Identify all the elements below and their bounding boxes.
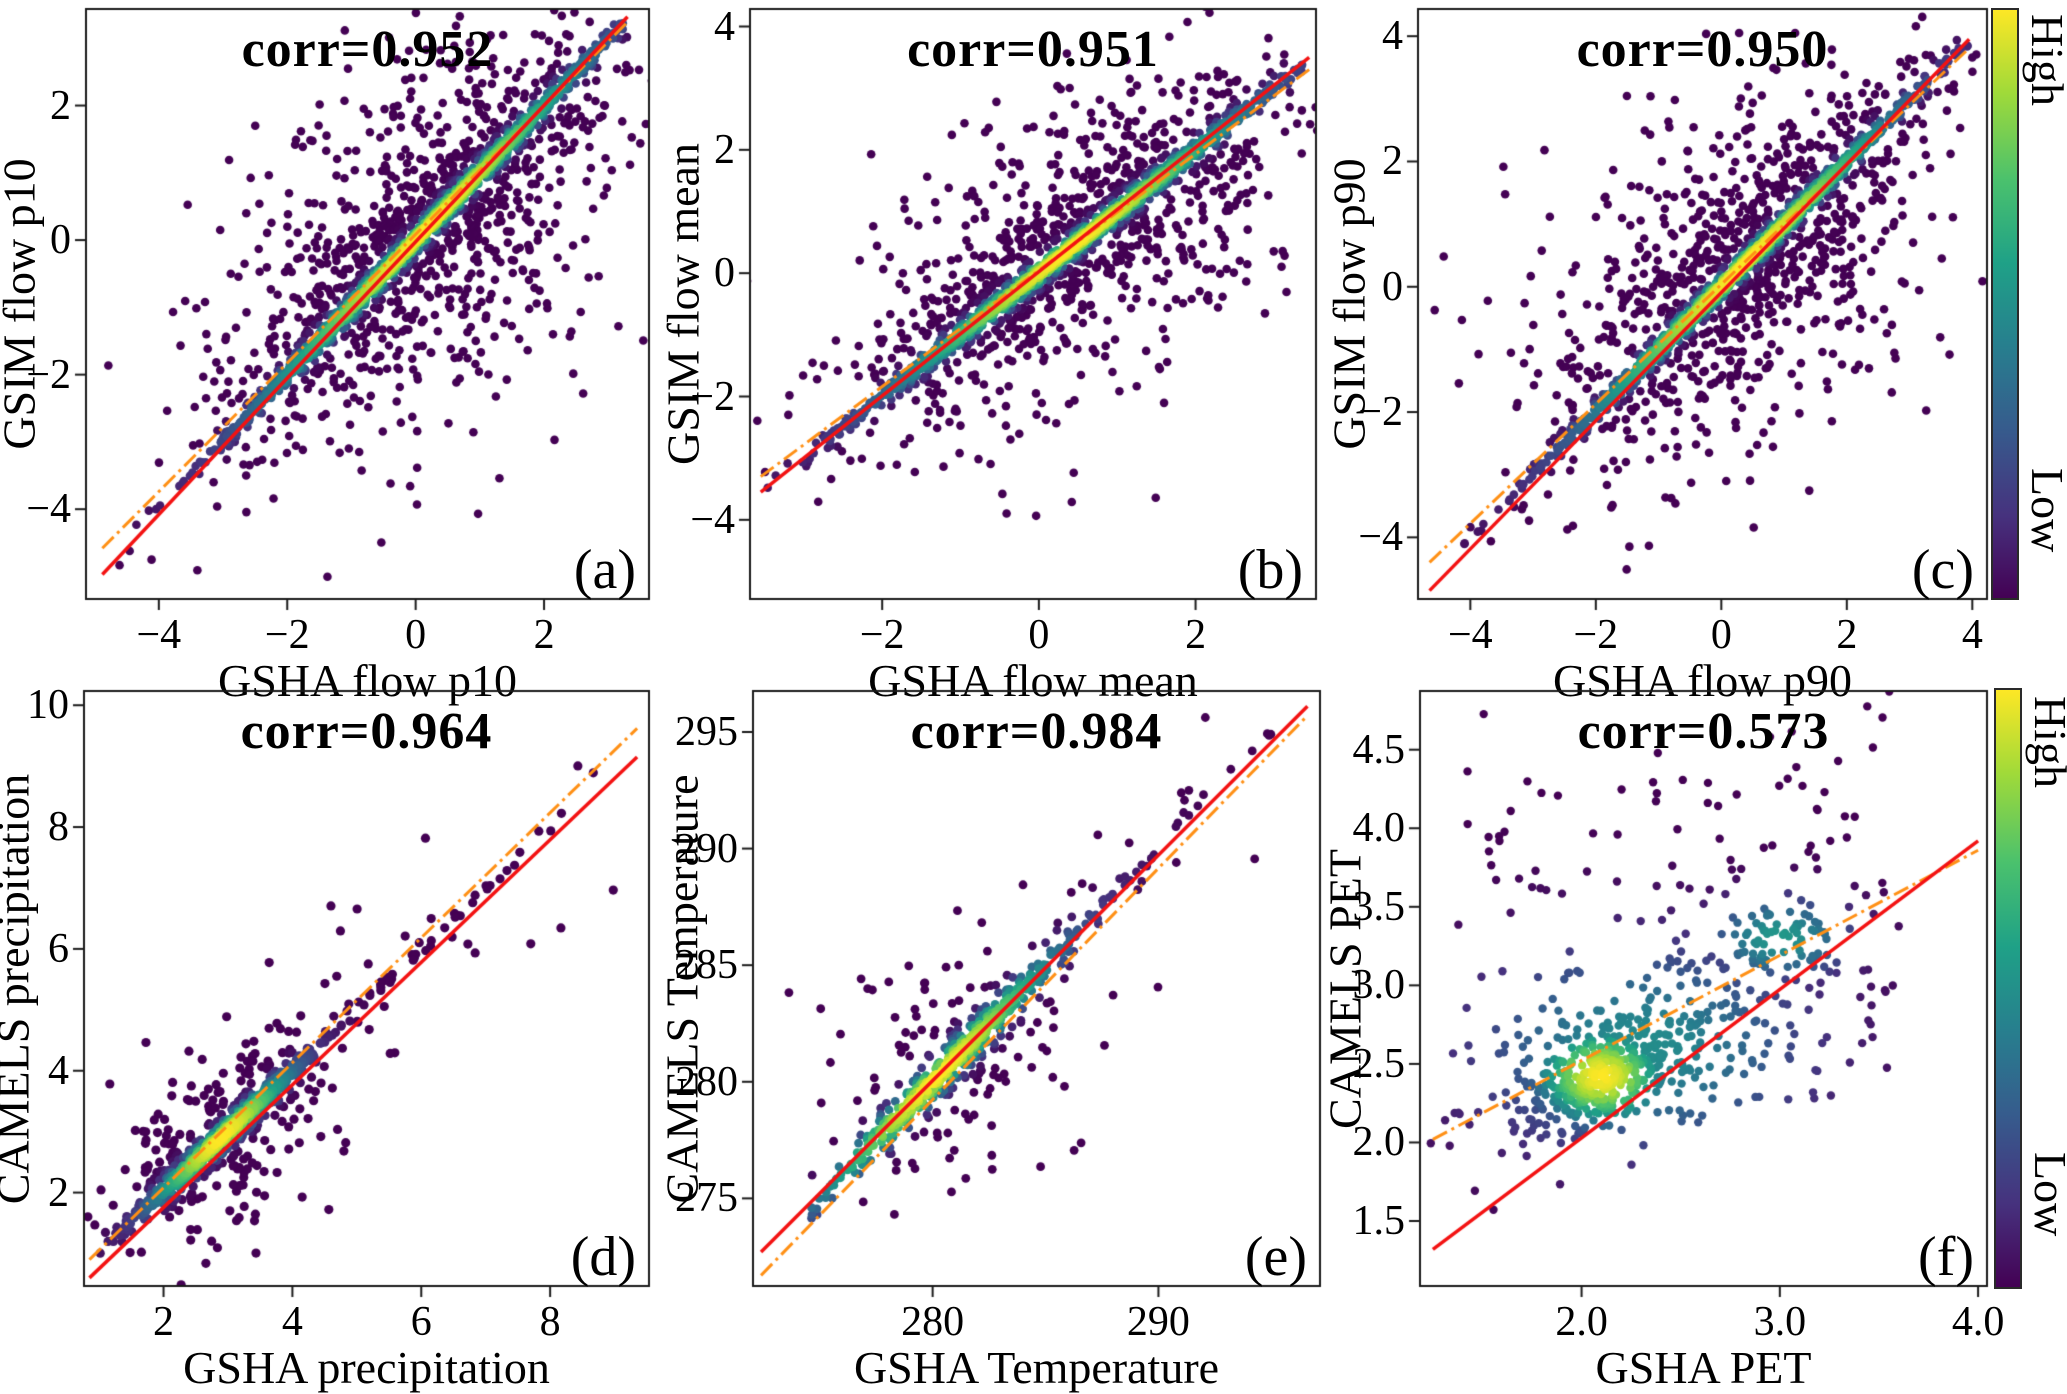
corr-title-a: corr=0.952 xyxy=(241,21,494,78)
x-tick-label: 290 xyxy=(1126,1299,1190,1345)
x-tick-label: 0 xyxy=(1028,612,1050,658)
x-tick-label: 2 xyxy=(1185,612,1207,658)
scatter-plot-canvas-f xyxy=(1389,660,2018,1317)
x-tick-label: −2 xyxy=(264,612,310,658)
scatter-plot-canvas-e xyxy=(722,660,1351,1317)
y-tick-label: −4 xyxy=(1358,514,1403,561)
corr-title-c: corr=0.950 xyxy=(1576,21,1829,78)
density-colorbar-top xyxy=(1991,8,2019,600)
y-tick-label: 2.5 xyxy=(1352,1040,1406,1087)
corr-title-f: corr=0.573 xyxy=(1577,703,1830,760)
corr-title-b: corr=0.951 xyxy=(907,21,1159,78)
y-tick-label: −4 xyxy=(690,496,735,543)
scatter-plot-canvas-c xyxy=(1387,0,2018,630)
y-tick-label: 285 xyxy=(675,942,738,989)
x-tick-label: 6 xyxy=(410,1299,432,1345)
x-tick-label: 4 xyxy=(281,1299,303,1345)
x-tick-label: −2 xyxy=(1573,612,1619,658)
x-tick-label: 0 xyxy=(405,612,427,658)
x-axis-label-e: GSHA Temperature xyxy=(853,1342,1220,1393)
y-tick-label: 3.0 xyxy=(1352,962,1406,1009)
density-colorbar-bottom xyxy=(1994,688,2022,1289)
y-tick-label: 10 xyxy=(27,682,69,729)
y-tick-label: 2 xyxy=(714,126,735,173)
x-tick-label: −2 xyxy=(859,612,905,658)
y-tick-label: 2 xyxy=(48,1169,69,1216)
panel-letter-f: (f) xyxy=(1918,1226,1974,1288)
y-axis-label-a: GSIM flow p10 xyxy=(0,158,45,450)
colorbar-high-label-bottom: High xyxy=(2025,696,2067,788)
x-tick-label: −4 xyxy=(1447,612,1493,658)
scatter-plot-canvas-a xyxy=(55,0,680,630)
x-tick-label: 2 xyxy=(1836,612,1858,658)
x-tick-label: 2 xyxy=(153,1299,175,1345)
x-tick-label: 280 xyxy=(901,1299,965,1345)
y-tick-label: 1.5 xyxy=(1352,1198,1406,1245)
corr-title-e: corr=0.984 xyxy=(910,703,1163,760)
x-tick-label: 8 xyxy=(539,1299,561,1345)
y-tick-label: 295 xyxy=(675,708,738,755)
y-tick-label: 2 xyxy=(1382,138,1403,185)
y-tick-label: 8 xyxy=(48,804,69,851)
scatter-panel-d: corr=0.964 (d) GSHA precipitation CAMELS… xyxy=(0,660,680,1393)
scatter-panel-e: corr=0.984 (e) GSHA Temperature CAMELS T… xyxy=(657,660,1351,1393)
x-tick-label: −4 xyxy=(136,612,182,658)
y-tick-label: 0 xyxy=(714,250,735,297)
y-tick-label: 275 xyxy=(675,1175,738,1222)
scatter-panel-b: corr=0.951 (b) GSHA flow mean GSIM flow … xyxy=(658,0,1347,706)
panel-letter-b: (b) xyxy=(1237,539,1303,601)
panel-letter-a: (a) xyxy=(573,539,636,601)
y-tick-label: 4 xyxy=(714,3,735,50)
panel-letter-d: (d) xyxy=(570,1226,636,1288)
scatter-plot-canvas-b xyxy=(719,0,1347,630)
scatter-panel-a: corr=0.952 (a) GSHA flow p10 GSIM flow p… xyxy=(0,0,680,706)
y-tick-label: 2.0 xyxy=(1352,1119,1406,1166)
panel-letter-c: (c) xyxy=(1911,539,1974,601)
y-tick-label: 2 xyxy=(50,82,71,129)
y-tick-label: −2 xyxy=(690,373,735,420)
y-tick-label: 0 xyxy=(1382,263,1403,310)
y-tick-label: 280 xyxy=(675,1058,738,1105)
x-tick-label: 2.0 xyxy=(1555,1299,1608,1345)
y-axis-label-d: CAMELS precipitation xyxy=(0,773,39,1204)
colorbar-low-label-top: Low xyxy=(2022,468,2067,553)
x-axis-label-d: GSHA precipitation xyxy=(183,1342,550,1393)
corr-title-d: corr=0.964 xyxy=(240,703,493,760)
y-tick-label: −2 xyxy=(26,351,71,398)
panel-letter-e: (e) xyxy=(1244,1226,1307,1288)
y-tick-label: 0 xyxy=(50,217,71,264)
y-tick-label: 4 xyxy=(48,1047,69,1094)
x-tick-label: 2 xyxy=(533,612,555,658)
y-tick-label: 290 xyxy=(675,825,738,872)
y-tick-label: 3.5 xyxy=(1352,883,1406,930)
y-tick-label: 4 xyxy=(1382,13,1403,60)
scatter-panel-f: corr=0.573 (f) GSHA PET CAMELS PET 2.0 3.… xyxy=(1320,660,2018,1393)
y-tick-label: 4.0 xyxy=(1352,805,1406,852)
x-tick-label: 0 xyxy=(1710,612,1732,658)
y-tick-label: −4 xyxy=(26,486,71,533)
scatter-plot-canvas-d xyxy=(53,660,680,1317)
x-tick-label: 3.0 xyxy=(1753,1299,1807,1345)
x-axis-label-f: GSHA PET xyxy=(1595,1342,1812,1393)
colorbar-high-label-top: High xyxy=(2022,14,2067,106)
y-tick-label: 4.5 xyxy=(1352,726,1406,773)
x-tick-label: 4.0 xyxy=(1951,1299,2005,1345)
x-tick-label: 4 xyxy=(1961,612,1983,658)
scatter-panel-c: corr=0.950 (c) GSHA flow p90 GSIM flow p… xyxy=(1324,0,2018,706)
colorbar-low-label-bottom: Low xyxy=(2025,1152,2067,1237)
y-tick-label: −2 xyxy=(1358,389,1403,436)
y-tick-label: 6 xyxy=(48,925,69,972)
